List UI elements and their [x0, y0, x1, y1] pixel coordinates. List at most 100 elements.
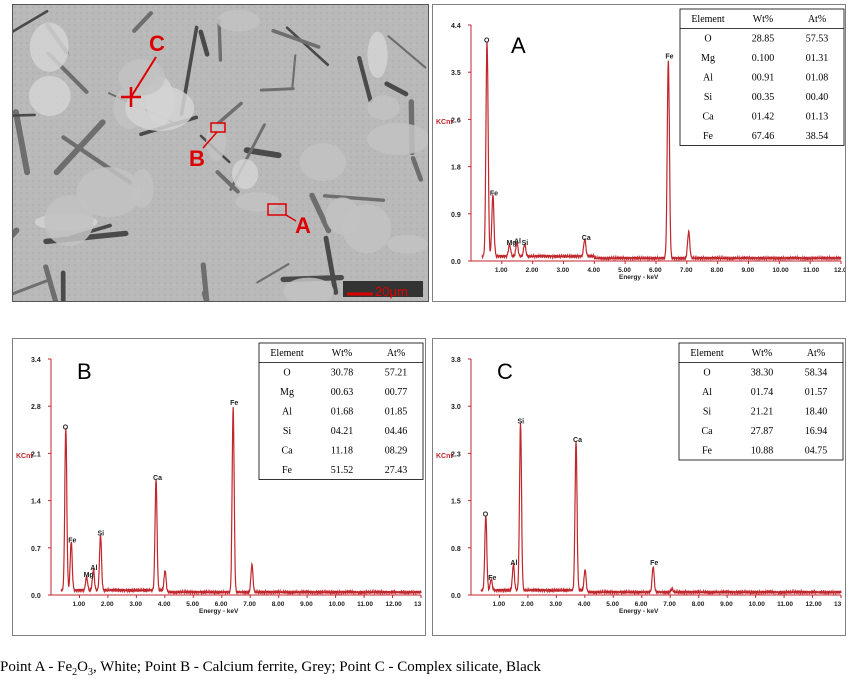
panel-title: B — [77, 359, 92, 384]
x-tick-label: 4.00 — [587, 267, 600, 274]
scale-bar-label: 20μm — [375, 284, 408, 299]
x-tick-label: 13 — [414, 601, 422, 608]
table-header-cell: Wt% — [332, 348, 353, 359]
peak-label: Ca — [582, 235, 591, 242]
x-tick-label: 7.00 — [680, 267, 693, 274]
y-axis-label: KCnt — [436, 453, 453, 460]
table-cell: Si — [703, 407, 712, 418]
x-tick-label: 13 — [834, 601, 842, 608]
x-tick-label: 9.00 — [720, 601, 733, 608]
x-tick-label: 6.00 — [649, 267, 662, 274]
table-cell: 27.43 — [385, 465, 408, 476]
peak-label: Fe — [665, 54, 673, 61]
table-cell: 67.46 — [752, 131, 775, 142]
panel-title: C — [497, 359, 513, 384]
spectrum-line — [480, 422, 842, 596]
table-cell: Ca — [702, 112, 714, 123]
table-cell: Ca — [281, 446, 293, 457]
table-cell: 11.18 — [331, 446, 353, 457]
x-tick-label: 3.00 — [557, 267, 570, 274]
spectrum-line — [60, 407, 422, 596]
table-cell: 58.34 — [805, 368, 828, 379]
x-tick-label: 1.00 — [72, 601, 85, 608]
x-tick-label: 7.00 — [663, 601, 676, 608]
y-tick-label: 0.8 — [451, 546, 461, 553]
table-cell: 01.42 — [752, 112, 775, 123]
table-cell: 01.57 — [805, 387, 828, 398]
table-cell: 00.91 — [752, 73, 775, 84]
table-cell: Fe — [282, 465, 293, 476]
table-cell: 01.13 — [806, 112, 829, 123]
x-tick-label: 2.00 — [526, 267, 539, 274]
table-cell: Mg — [701, 53, 715, 64]
x-tick-label: 6.00 — [215, 601, 228, 608]
peak-label: Si — [98, 530, 105, 537]
x-tick-label: 2.00 — [101, 601, 114, 608]
x-tick-label: 10.00 — [329, 601, 346, 608]
table-cell: 08.29 — [385, 446, 408, 457]
x-tick-label: 10.00 — [749, 601, 766, 608]
spectrum-panel-a: 0.0 0.9 1.8 2.6 3.5 4.4 KCnt 1.00 2.00 3.00 4.00 5.… — [432, 4, 847, 302]
table-cell: 27.87 — [751, 426, 774, 437]
peak-label: Ca — [153, 475, 162, 482]
y-tick-label: 2.8 — [31, 404, 41, 411]
table-cell: 00.77 — [385, 387, 408, 398]
figure-caption: Point A - Fe2O3, White; Point B - Calciu… — [0, 659, 541, 678]
table-cell: 04.46 — [385, 426, 408, 437]
table-cell: 57.53 — [806, 34, 829, 45]
table-cell: 01.85 — [385, 407, 408, 418]
x-tick-label: 12.0 — [834, 267, 845, 274]
x-tick-label: 4.00 — [578, 601, 591, 608]
x-tick-label: 11.00 — [803, 267, 819, 274]
x-tick-label: 3.00 — [549, 601, 562, 608]
peak-label: Mg — [507, 240, 517, 247]
peak-label: Fe — [490, 190, 498, 197]
x-tick-label: 1.00 — [495, 267, 508, 274]
peak-label: Fe — [230, 400, 238, 407]
table-cell: 01.08 — [806, 73, 829, 84]
table-cell: O — [283, 368, 290, 379]
table-header-cell: Element — [691, 14, 725, 25]
spectrum-chart-c: 0.0 0.8 1.5 2.3 3.0 3.8 KCnt 1.00 2.00 3.00 4.00 5.… — [436, 342, 844, 615]
y-tick-label: 2.6 — [451, 117, 461, 124]
y-tick-label: 3.5 — [451, 70, 461, 77]
table-cell: 01.31 — [806, 53, 829, 64]
composition-table: Element Wt% At% O 30.78 57.21 Mg 00.63 00.77 Al 01… — [258, 342, 424, 480]
x-tick-label: 1.00 — [492, 601, 505, 608]
peak-label: Ca — [573, 437, 582, 444]
spectrum-chart-a: 0.0 0.9 1.8 2.6 3.5 4.4 KCnt 1.00 2.00 3.00 4.00 5.… — [436, 8, 847, 281]
table-cell: O — [703, 368, 710, 379]
x-tick-label: 5.00 — [186, 601, 199, 608]
table-cell: 16.94 — [805, 426, 828, 437]
peak-label: Al — [510, 560, 517, 567]
table-cell: Fe — [702, 446, 713, 457]
table-header-cell: At% — [808, 14, 826, 25]
table-cell: 38.30 — [751, 368, 774, 379]
y-tick-label: 3.0 — [451, 404, 461, 411]
y-tick-label: 0.0 — [451, 259, 461, 266]
peak-label: Al — [90, 565, 97, 572]
table-cell: 00.35 — [752, 92, 775, 103]
table-cell: 38.54 — [806, 131, 829, 142]
table-cell: 57.21 — [385, 368, 408, 379]
x-axis-label: Energy - keV — [619, 274, 659, 281]
spectrum-line — [481, 41, 842, 262]
peak-label: Fe — [488, 575, 496, 582]
y-tick-label: 2.1 — [31, 451, 41, 458]
x-tick-label: 7.00 — [243, 601, 256, 608]
table-header-cell: Element — [270, 348, 304, 359]
composition-table: Element Wt% At% O 38.30 58.34 Al 01.74 01.57 Si 21… — [678, 342, 844, 461]
spectrum-chart-b: 0.0 0.7 1.4 2.1 2.8 3.4 KCnt 1.00 2.00 3.00 4.00 5.… — [16, 342, 424, 615]
table-header-cell: At% — [387, 348, 405, 359]
x-tick-label: 10.00 — [772, 267, 789, 274]
table-cell: O — [704, 34, 711, 45]
x-tick-label: 11.00 — [777, 601, 793, 608]
peak-label: Si — [522, 240, 529, 247]
table-cell: 00.40 — [806, 92, 829, 103]
table-cell: Ca — [701, 426, 713, 437]
table-cell: 18.40 — [805, 407, 828, 418]
table-cell: 21.21 — [751, 407, 774, 418]
caption-part-2: O — [77, 659, 88, 675]
table-cell: 04.21 — [331, 426, 354, 437]
y-tick-label: 3.8 — [451, 357, 461, 364]
